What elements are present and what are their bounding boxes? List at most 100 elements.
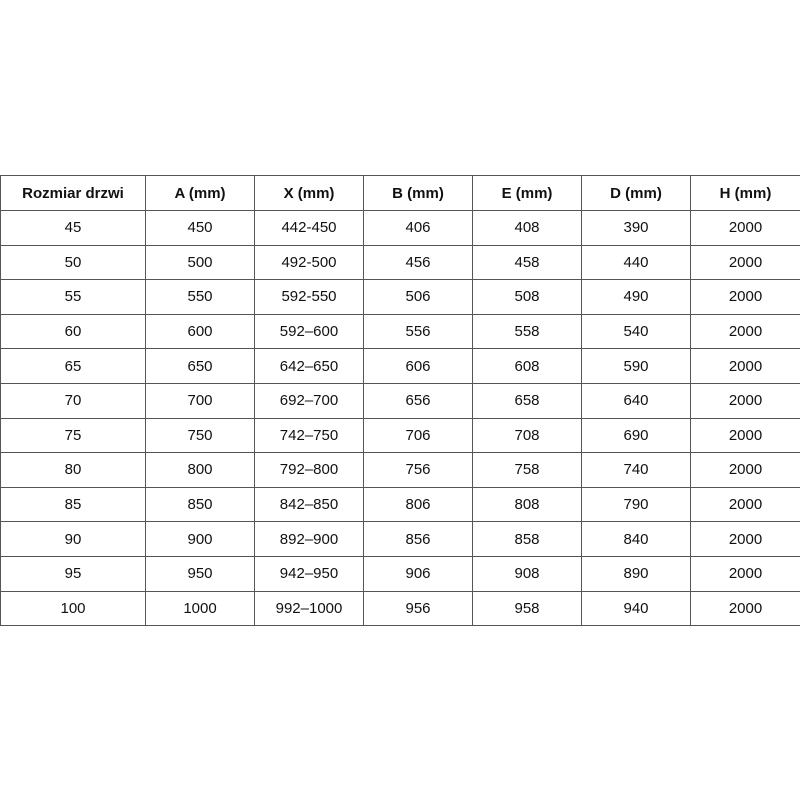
- table-row: 80 800 792–800 756 758 740 2000: [0, 452, 800, 488]
- table-row: 55 550 592-550 506 508 490 2000: [0, 279, 800, 315]
- table-cell: 906: [363, 555, 473, 592]
- table-cell: 708: [472, 417, 582, 454]
- table-cell: 80: [0, 452, 146, 488]
- table-cell: 792–800: [254, 452, 364, 488]
- table-cell: 940: [581, 590, 691, 627]
- table-cell: 840: [581, 521, 691, 557]
- table-cell: 858: [472, 521, 582, 557]
- column-header: B (mm): [363, 175, 473, 211]
- table-row: 45 450 442-450 406 408 390 2000: [0, 210, 800, 246]
- table-cell: 2000: [690, 382, 800, 419]
- table-cell: 2000: [690, 417, 800, 454]
- table-cell: 75: [0, 417, 146, 454]
- table-cell: 690: [581, 417, 691, 454]
- table-cell: 456: [363, 244, 473, 281]
- table-cell: 958: [472, 590, 582, 627]
- table-cell: 450: [145, 210, 255, 246]
- table-row: 65 650 642–650 606 608 590 2000: [0, 348, 800, 384]
- column-header: Rozmiar drzwi: [0, 175, 146, 211]
- table-cell: 540: [581, 313, 691, 350]
- table-cell: 85: [0, 486, 146, 523]
- table-cell: 60: [0, 313, 146, 350]
- table-row: 50 500 492-500 456 458 440 2000: [0, 244, 800, 281]
- table-cell: 590: [581, 348, 691, 384]
- table-cell: 806: [363, 486, 473, 523]
- table-cell: 442-450: [254, 210, 364, 246]
- table-cell: 100: [0, 590, 146, 627]
- table-cell: 508: [472, 279, 582, 315]
- table-cell: 1000: [145, 590, 255, 627]
- table-cell: 95: [0, 555, 146, 592]
- table-row: 75 750 742–750 706 708 690 2000: [0, 417, 800, 454]
- table-cell: 45: [0, 210, 146, 246]
- table-cell: 856: [363, 521, 473, 557]
- table-row: 100 1000 992–1000 956 958 940 2000: [0, 590, 800, 627]
- table-cell: 500: [145, 244, 255, 281]
- table-cell: 742–750: [254, 417, 364, 454]
- table-cell: 650: [145, 348, 255, 384]
- table-cell: 2000: [690, 452, 800, 488]
- table-cell: 658: [472, 382, 582, 419]
- table-cell: 890: [581, 555, 691, 592]
- table-cell: 408: [472, 210, 582, 246]
- table-cell: 942–950: [254, 555, 364, 592]
- door-size-table: Rozmiar drzwi A (mm) X (mm) B (mm) E (mm) D (…: [0, 175, 800, 627]
- table-cell: 2000: [690, 486, 800, 523]
- table-cell: 490: [581, 279, 691, 315]
- table-cell: 908: [472, 555, 582, 592]
- table-cell: 592-550: [254, 279, 364, 315]
- table-cell: 850: [145, 486, 255, 523]
- column-header: E (mm): [472, 175, 582, 211]
- table-cell: 656: [363, 382, 473, 419]
- column-header: A (mm): [145, 175, 255, 211]
- table-cell: 492-500: [254, 244, 364, 281]
- table-cell: 506: [363, 279, 473, 315]
- table-cell: 65: [0, 348, 146, 384]
- table-cell: 2000: [690, 279, 800, 315]
- table-cell: 2000: [690, 348, 800, 384]
- table-cell: 892–900: [254, 521, 364, 557]
- table-cell: 70: [0, 382, 146, 419]
- table-header-row: Rozmiar drzwi A (mm) X (mm) B (mm) E (mm) D (…: [0, 175, 800, 211]
- table-row: 85 850 842–850 806 808 790 2000: [0, 486, 800, 523]
- table-cell: 692–700: [254, 382, 364, 419]
- table-cell: 606: [363, 348, 473, 384]
- table-cell: 640: [581, 382, 691, 419]
- table-cell: 700: [145, 382, 255, 419]
- table-cell: 706: [363, 417, 473, 454]
- table-row: 95 950 942–950 906 908 890 2000: [0, 555, 800, 592]
- table-cell: 50: [0, 244, 146, 281]
- table-cell: 740: [581, 452, 691, 488]
- table-cell: 550: [145, 279, 255, 315]
- table-row: 70 700 692–700 656 658 640 2000: [0, 382, 800, 419]
- table-cell: 756: [363, 452, 473, 488]
- table-row: 60 600 592–600 556 558 540 2000: [0, 313, 800, 350]
- column-header: X (mm): [254, 175, 364, 211]
- table-cell: 750: [145, 417, 255, 454]
- table-cell: 2000: [690, 210, 800, 246]
- table-cell: 90: [0, 521, 146, 557]
- table-cell: 758: [472, 452, 582, 488]
- table-cell: 642–650: [254, 348, 364, 384]
- table-cell: 900: [145, 521, 255, 557]
- table-cell: 556: [363, 313, 473, 350]
- table-cell: 458: [472, 244, 582, 281]
- table-cell: 2000: [690, 555, 800, 592]
- table-cell: 956: [363, 590, 473, 627]
- table-cell: 600: [145, 313, 255, 350]
- table-cell: 2000: [690, 244, 800, 281]
- table-cell: 592–600: [254, 313, 364, 350]
- table-cell: 950: [145, 555, 255, 592]
- table-cell: 440: [581, 244, 691, 281]
- table-cell: 390: [581, 210, 691, 246]
- table-row: 90 900 892–900 856 858 840 2000: [0, 521, 800, 557]
- table-cell: 2000: [690, 590, 800, 627]
- column-header: H (mm): [690, 175, 800, 211]
- table-cell: 2000: [690, 521, 800, 557]
- table-cell: 842–850: [254, 486, 364, 523]
- table-cell: 55: [0, 279, 146, 315]
- table-cell: 808: [472, 486, 582, 523]
- table-cell: 790: [581, 486, 691, 523]
- column-header: D (mm): [581, 175, 691, 211]
- table-cell: 558: [472, 313, 582, 350]
